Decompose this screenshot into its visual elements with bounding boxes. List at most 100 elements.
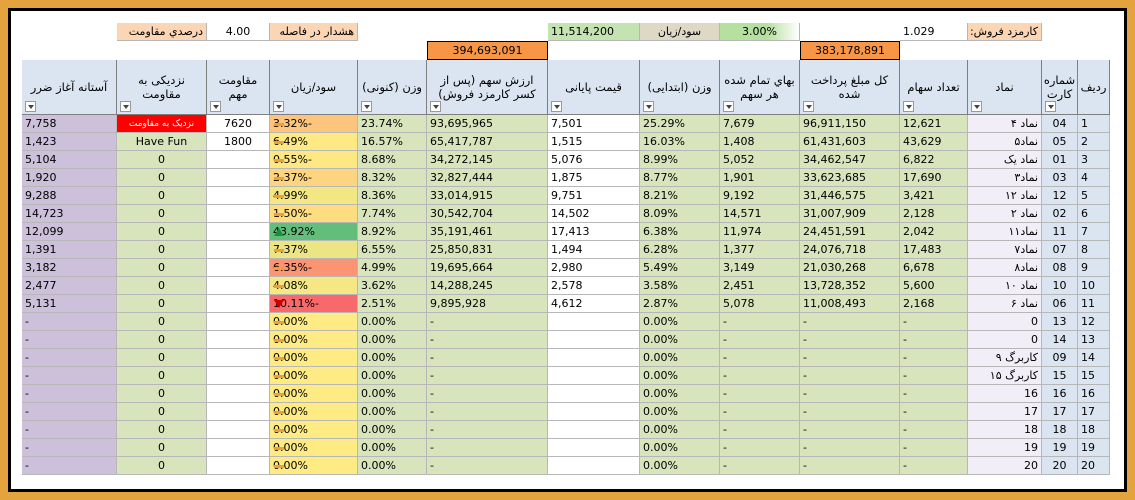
- cell: 0: [117, 421, 207, 439]
- cell: -: [720, 439, 800, 457]
- cell: 2,042: [900, 223, 968, 241]
- cell: 0.00%: [270, 331, 358, 349]
- cell: کاربرگ ۹: [968, 349, 1042, 367]
- column-header: سود/زیان: [270, 60, 358, 115]
- cell: 0.00%: [358, 331, 427, 349]
- cell: 0: [117, 169, 207, 187]
- cell: 20: [1042, 457, 1078, 475]
- column-header: قیمت پایانی: [548, 60, 640, 115]
- cell: 5.49%: [640, 259, 720, 277]
- cell: 5,104: [22, 151, 117, 169]
- cell: 0.00%: [640, 421, 720, 439]
- cell: -: [800, 385, 900, 403]
- cell: -: [720, 313, 800, 331]
- cell: [207, 187, 270, 205]
- cell: [548, 367, 640, 385]
- trend-icon: [274, 428, 284, 432]
- cell: 2.51%: [358, 295, 427, 313]
- cell: 1800: [207, 133, 270, 151]
- cell: 24,076,718: [800, 241, 900, 259]
- trend-icon: [274, 299, 284, 308]
- cell: 12: [1042, 187, 1078, 205]
- cell: 0: [117, 367, 207, 385]
- filter-button[interactable]: [803, 101, 814, 112]
- cell: [548, 403, 640, 421]
- cell: 33,014,915: [427, 187, 548, 205]
- trend-icon: [274, 122, 284, 126]
- cell: 32,827,444: [427, 169, 548, 187]
- filter-button[interactable]: [903, 101, 914, 112]
- cell: 0.00%: [640, 349, 720, 367]
- cell: -: [720, 331, 800, 349]
- filter-button[interactable]: [25, 101, 36, 112]
- cell: 14,288,245: [427, 277, 548, 295]
- cell: 17: [1042, 403, 1078, 421]
- filter-button[interactable]: [361, 101, 372, 112]
- cell: 0: [117, 277, 207, 295]
- cell: 0: [117, 295, 207, 313]
- trend-icon: [274, 140, 284, 144]
- filter-button[interactable]: [643, 101, 654, 112]
- cell: -: [22, 457, 117, 475]
- column-header: آستانه آغاز ضرر: [22, 60, 117, 115]
- cell: 4.99%: [358, 259, 427, 277]
- column-header: تعداد سهام: [900, 60, 968, 115]
- cell: -: [900, 439, 968, 457]
- cell: 43.92%: [270, 223, 358, 241]
- filter-button[interactable]: [273, 101, 284, 112]
- cell: 19: [1078, 439, 1110, 457]
- cell: 0.00%: [358, 385, 427, 403]
- cell: نماد ۱۲: [968, 187, 1042, 205]
- cell: -: [427, 457, 548, 475]
- cell: 16: [1078, 385, 1110, 403]
- cell: [548, 439, 640, 457]
- cell: [548, 331, 640, 349]
- cell: -: [427, 367, 548, 385]
- filter-button[interactable]: [430, 101, 441, 112]
- cell: 0.00%: [640, 439, 720, 457]
- trend-icon: [274, 194, 284, 198]
- cell: -: [22, 403, 117, 421]
- cell: 0: [117, 349, 207, 367]
- cell: 03: [1042, 169, 1078, 187]
- cell: 0.00%: [358, 457, 427, 475]
- cell: [207, 457, 270, 475]
- filter-button[interactable]: [551, 101, 562, 112]
- cell: نماد یک: [968, 151, 1042, 169]
- trend-icon: [274, 446, 284, 450]
- total-paid: 383,178,891: [800, 41, 900, 60]
- cell: -: [427, 403, 548, 421]
- cell: -1.50%: [270, 205, 358, 223]
- cell: 5,052: [720, 151, 800, 169]
- cell: 0: [117, 187, 207, 205]
- cell: 3,421: [900, 187, 968, 205]
- cell: [207, 367, 270, 385]
- cell: نماد۸: [968, 259, 1042, 277]
- profit-label: سود/زیان: [640, 23, 720, 41]
- column-header: ارزش سهم (پس از کسر کارمزد فروش): [427, 60, 548, 115]
- filter-button[interactable]: [1045, 101, 1056, 112]
- cell: 1,423: [22, 133, 117, 151]
- filter-button[interactable]: [210, 101, 221, 112]
- cell: 23.74%: [358, 115, 427, 133]
- trend-icon: [274, 212, 284, 216]
- column-header: وزن (ابتدایی): [640, 60, 720, 115]
- cell: 9,751: [548, 187, 640, 205]
- cell: 14,502: [548, 205, 640, 223]
- profit-total: 11,514,200: [548, 23, 640, 41]
- cell: 19: [1042, 439, 1078, 457]
- filter-button[interactable]: [120, 101, 131, 112]
- cell: 6.49%: [270, 133, 358, 151]
- cell: 13,728,352: [800, 277, 900, 295]
- cell: 0: [117, 223, 207, 241]
- filter-button[interactable]: [971, 101, 982, 112]
- cell: -: [22, 439, 117, 457]
- cell: 0: [117, 331, 207, 349]
- cell: 11: [1042, 223, 1078, 241]
- profit-percent: 3.00%: [720, 23, 800, 41]
- cell: 31,446,575: [800, 187, 900, 205]
- cell: 12,621: [900, 115, 968, 133]
- cell: 10: [1078, 277, 1110, 295]
- filter-button[interactable]: [723, 101, 734, 112]
- cell: 3.62%: [358, 277, 427, 295]
